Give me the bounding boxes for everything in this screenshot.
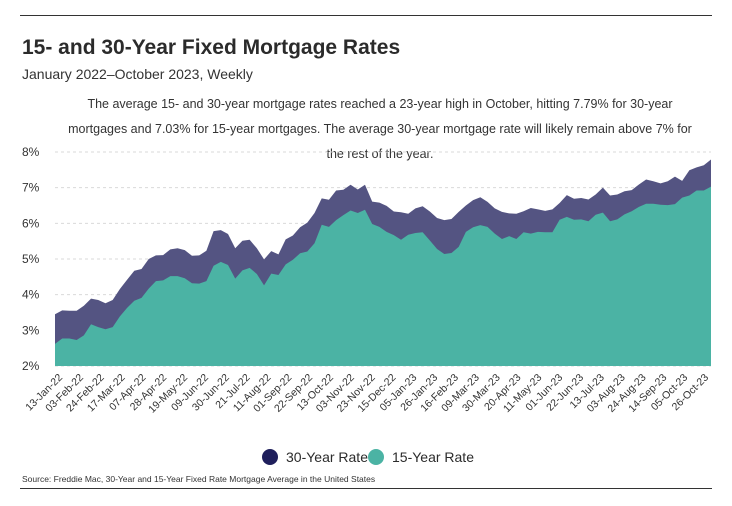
y-tick-label: 3%	[22, 323, 40, 337]
area-15-year-rate	[55, 186, 711, 366]
chart-title: 15- and 30-Year Fixed Mortgage Rates	[22, 36, 401, 59]
y-tick-label: 8%	[22, 145, 40, 159]
top-rule	[20, 15, 712, 16]
legend-label-15-year: 15-Year Rate	[392, 449, 474, 465]
bottom-rule	[20, 488, 712, 489]
legend-swatch-30-year	[262, 449, 278, 465]
mortgage-rate-chart: 2%3%4%5%6%7%8%13-Jan-2203-Feb-2224-Feb-2…	[22, 145, 711, 416]
legend-item-15-year: 15-Year Rate	[368, 449, 474, 465]
y-tick-label: 4%	[22, 288, 40, 302]
y-tick-label: 6%	[22, 216, 40, 230]
legend-label-30-year: 30-Year Rate	[286, 449, 368, 465]
chart-legend: 30-Year Rate 15-Year Rate	[0, 449, 732, 469]
y-tick-label: 5%	[22, 252, 40, 266]
chart-description: The average 15- and 30-year mortgage rat…	[68, 97, 692, 161]
y-tick-label: 2%	[22, 359, 40, 373]
legend-item-30-year: 30-Year Rate	[262, 449, 368, 465]
source-note: Source: Freddie Mac, 30-Year and 15-Year…	[22, 474, 376, 484]
chart-subtitle: January 2022–October 2023, Weekly	[22, 66, 253, 82]
legend-swatch-15-year	[368, 449, 384, 465]
y-tick-label: 7%	[22, 181, 40, 195]
